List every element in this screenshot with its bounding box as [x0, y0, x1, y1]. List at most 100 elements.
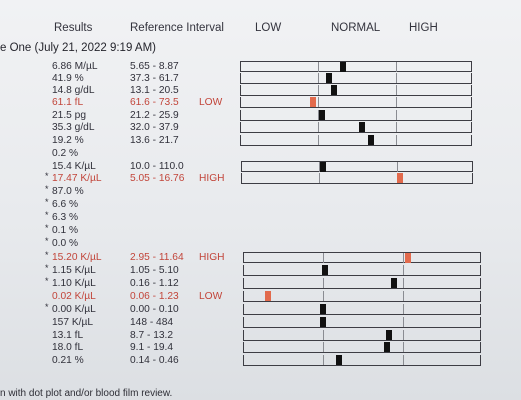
range-divider: [323, 278, 324, 288]
reference-interval: 37.3 - 61.7: [130, 73, 179, 84]
flag-asterisk: *: [45, 184, 49, 194]
result-marker: [319, 110, 325, 120]
result-marker: [336, 355, 342, 365]
reference-interval: 2.95 - 11.64: [130, 252, 184, 263]
result-value: 1.15 K/µL: [52, 265, 96, 276]
range-divider: [403, 253, 404, 263]
range-bar: [240, 61, 472, 72]
result-value: 35.3 g/dL: [52, 122, 95, 133]
result-value: 157 K/µL: [52, 317, 93, 328]
flag-asterisk: *: [45, 197, 49, 207]
range-bar: [243, 278, 481, 289]
range-divider: [318, 62, 319, 72]
flag-asterisk: *: [45, 276, 49, 286]
header-normal: NORMAL: [331, 22, 381, 34]
reference-interval: 0.16 - 1.12: [130, 278, 179, 289]
range-divider: [403, 291, 404, 301]
result-value: 61.1 fL: [52, 97, 84, 108]
header-results: Results: [54, 22, 93, 34]
result-marker: [326, 73, 332, 83]
result-value: 1.10 K/µL: [52, 278, 96, 289]
range-bar: [243, 317, 481, 328]
flag-asterisk: *: [45, 223, 49, 233]
result-value: 0.21 %: [52, 355, 84, 366]
abnormal-flag: HIGH: [199, 173, 225, 184]
range-divider: [318, 110, 319, 120]
range-bar: [243, 355, 481, 366]
reference-interval: 32.0 - 37.9: [130, 122, 179, 133]
result-marker: [368, 135, 374, 145]
result-marker: [405, 253, 411, 263]
range-bar: [240, 122, 472, 133]
abnormal-flag: LOW: [199, 97, 223, 108]
result-value: 15.20 K/µL: [52, 252, 102, 263]
range-divider: [397, 162, 398, 172]
range-bar: [240, 97, 472, 108]
range-divider: [318, 97, 319, 107]
range-divider: [403, 278, 404, 288]
reference-interval: 5.65 - 8.87: [130, 61, 179, 72]
range-bar: [241, 161, 473, 172]
result-value: 87.0 %: [52, 186, 84, 197]
abnormal-flag: HIGH: [199, 252, 225, 263]
result-marker: [310, 97, 316, 107]
result-value: 0.1 %: [52, 225, 79, 236]
range-bar: [240, 135, 472, 146]
footer-note: n with dot plot and/or blood film review…: [0, 388, 173, 399]
range-divider: [396, 85, 397, 95]
reference-interval: 61.6 - 73.5: [130, 97, 179, 108]
result-value: 14.8 g/dL: [52, 85, 95, 96]
reference-interval: 10.0 - 110.0: [130, 161, 184, 172]
reference-interval: 8.7 - 13.2: [130, 330, 174, 341]
range-divider: [319, 173, 320, 183]
range-bar: [243, 291, 481, 302]
reference-interval: 0.14 - 0.46: [130, 355, 179, 366]
result-value: 41.9 %: [52, 73, 84, 84]
result-marker: [391, 278, 397, 288]
range-bar: [240, 110, 472, 121]
result-marker: [340, 62, 346, 72]
result-value: 15.4 K/µL: [52, 161, 96, 172]
range-bar: [241, 173, 473, 184]
flag-asterisk: *: [45, 250, 49, 260]
result-value: 17.47 K/µL: [52, 173, 102, 184]
reference-interval: 148 - 484: [130, 317, 174, 328]
range-divider: [318, 122, 319, 132]
flag-asterisk: *: [45, 263, 49, 273]
result-value: 0.00 K/µL: [52, 304, 96, 315]
result-value: 6.3 %: [52, 212, 79, 223]
result-marker: [320, 304, 326, 314]
range-divider: [403, 317, 404, 327]
result-value: 13.1 fL: [52, 330, 84, 341]
range-bar: [243, 330, 481, 341]
result-marker: [397, 173, 403, 183]
result-value: 6.86 M/µL: [52, 61, 98, 72]
result-value: 18.0 fL: [52, 342, 84, 353]
range-bar: [243, 252, 481, 263]
range-divider: [403, 355, 404, 365]
result-marker: [386, 330, 392, 340]
flag-asterisk: *: [45, 302, 49, 312]
range-divider: [318, 73, 319, 83]
range-divider: [323, 355, 324, 365]
reference-interval: 0.06 - 1.23: [130, 291, 179, 302]
range-divider: [403, 342, 404, 352]
result-marker: [331, 85, 337, 95]
header-high: HIGH: [409, 22, 438, 34]
reference-interval: 9.1 - 19.4: [130, 342, 174, 353]
range-divider: [319, 162, 320, 172]
range-bar: [240, 73, 472, 84]
range-divider: [318, 135, 319, 145]
result-value: 0.0 %: [52, 238, 79, 249]
reference-interval: 13.6 - 21.7: [130, 135, 179, 146]
section-title: e One (July 21, 2022 9:19 AM): [0, 42, 156, 54]
range-divider: [396, 135, 397, 145]
result-value: 0.2 %: [52, 148, 79, 159]
abnormal-flag: LOW: [199, 291, 223, 302]
range-bar: [243, 304, 481, 315]
result-marker: [320, 317, 326, 327]
range-divider: [396, 62, 397, 72]
range-divider: [396, 110, 397, 120]
result-value: 0.02 K/µL: [52, 291, 96, 302]
